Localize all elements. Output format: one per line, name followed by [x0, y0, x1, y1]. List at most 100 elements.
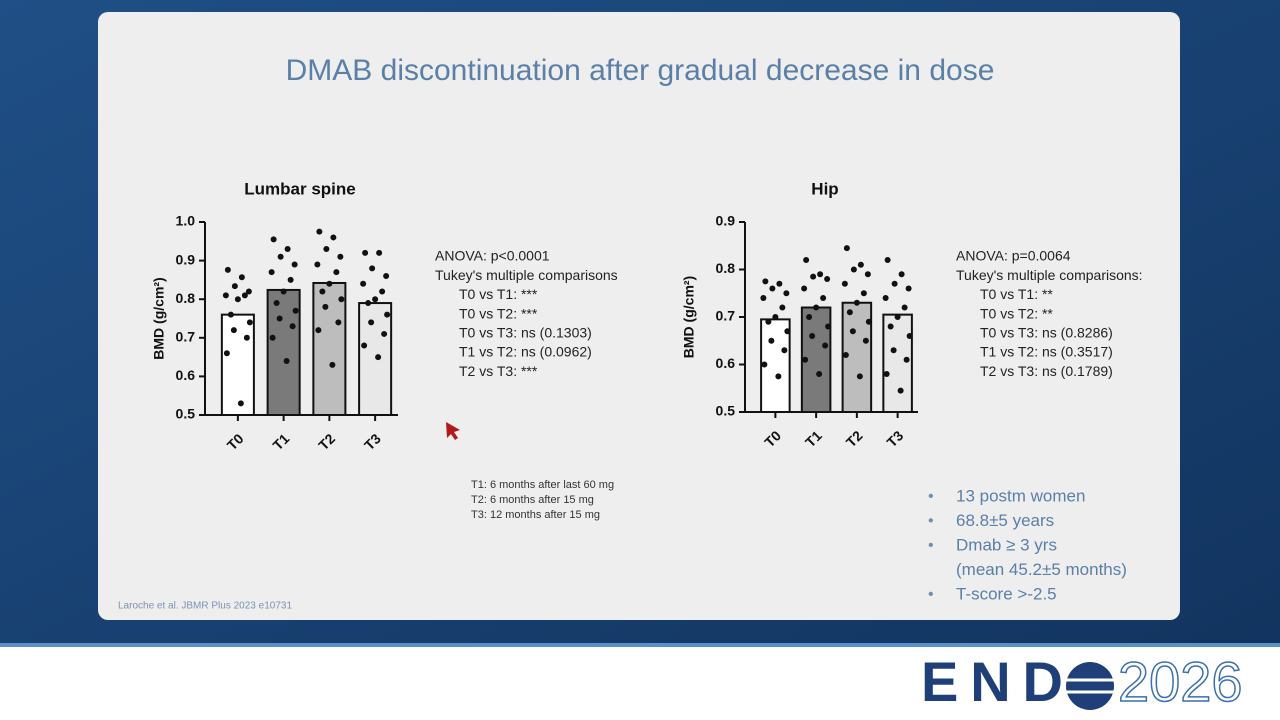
data-point: [761, 361, 768, 368]
data-point: [379, 288, 386, 295]
data-point: [381, 330, 388, 337]
data-point: [841, 280, 848, 287]
data-point: [906, 333, 913, 339]
data-point: [243, 334, 250, 341]
data-point: [803, 257, 810, 263]
slide-title: DMAB discontinuation after gradual decre…: [286, 54, 995, 87]
data-point: [223, 350, 230, 357]
data-point: [362, 249, 369, 256]
data-point: [768, 337, 775, 344]
data-point: [338, 296, 345, 303]
data-point: [230, 327, 237, 334]
data-point: [360, 280, 367, 287]
bullet-text: (mean 45.2±5 months): [956, 560, 1127, 579]
y-tick-label: 0.5: [176, 406, 196, 422]
slide-panel: [98, 12, 1180, 620]
stats-text: T2 vs T3: ***: [459, 363, 538, 379]
stats-text: T1 vs T2: ns (0.3517): [980, 344, 1113, 360]
data-point: [817, 271, 824, 278]
data-point: [856, 373, 863, 380]
data-point: [237, 400, 244, 407]
bullet-dot: •: [928, 488, 934, 505]
data-point: [862, 337, 869, 344]
y-tick-label: 0.8: [176, 290, 196, 306]
data-point: [891, 280, 898, 287]
data-point: [776, 280, 783, 287]
data-point: [283, 357, 290, 364]
bar: [220, 313, 255, 417]
cursor: [446, 422, 460, 440]
data-point: [901, 304, 908, 311]
bullet-text: T-score >-2.5: [956, 584, 1057, 603]
chart-title: Lumbar spine: [244, 179, 355, 198]
y-tick-label: 0.6: [176, 367, 196, 383]
data-point: [772, 314, 779, 320]
y-tick-label: 0.7: [716, 308, 736, 324]
data-point: [779, 304, 786, 311]
data-point: [326, 280, 333, 287]
data-point: [365, 300, 372, 307]
data-point: [890, 347, 897, 354]
data-point: [234, 296, 241, 303]
bar: [358, 302, 393, 416]
data-point: [376, 249, 383, 256]
data-point: [857, 261, 864, 268]
data-point: [864, 271, 871, 278]
data-point: [783, 290, 790, 297]
stats-text: Tukey's multiple comparisons:: [956, 267, 1143, 283]
data-point: [369, 265, 376, 272]
y-tick-label: 0.9: [176, 251, 196, 267]
footnote: T1: 6 months after last 60 mg: [471, 479, 614, 491]
data-point: [276, 315, 283, 322]
data-point: [905, 285, 912, 292]
logo-right: 2026: [1118, 650, 1243, 713]
logo-globe-lines: [1066, 678, 1114, 694]
data-point: [850, 266, 857, 273]
data-point: [842, 352, 849, 358]
stats-text: T0 vs T3: ns (0.1303): [459, 325, 592, 341]
data-point: [760, 295, 767, 301]
bar: [882, 313, 913, 413]
data-point: [289, 323, 296, 330]
data-point: [323, 246, 330, 253]
data-point: [824, 276, 831, 282]
data-point: [277, 253, 284, 260]
footnote: T2: 6 months after 15 mg: [471, 494, 594, 506]
y-tick-label: 0.9: [716, 213, 736, 229]
bullet-dot: •: [928, 586, 934, 603]
data-point: [222, 292, 229, 299]
y-axis-label: BMD (g/cm²): [681, 276, 697, 358]
data-point: [291, 261, 298, 268]
stats-text: T2 vs T3: ns (0.1789): [980, 363, 1113, 379]
data-point: [883, 371, 890, 377]
data-point: [314, 261, 321, 268]
data-point: [809, 333, 816, 339]
data-point: [784, 328, 791, 335]
data-point: [270, 236, 277, 243]
data-point: [329, 361, 336, 368]
data-point: [383, 273, 390, 280]
data-point: [292, 307, 299, 314]
data-point: [224, 266, 231, 273]
stats-text: Tukey's multiple comparisons: [435, 267, 618, 283]
data-point: [816, 371, 823, 377]
data-point: [273, 300, 280, 307]
data-point: [238, 274, 245, 281]
data-point: [335, 319, 342, 326]
stats-text: ANOVA: p<0.0001: [435, 248, 550, 264]
bullet-text: Dmab ≥ 3 yrs: [956, 535, 1057, 554]
bullet-text: 13 postm women: [956, 486, 1085, 505]
citation: Laroche et al. JBMR Plus 2023 e10731: [118, 601, 292, 612]
data-point: [887, 323, 894, 330]
data-point: [269, 334, 276, 341]
data-point: [898, 271, 905, 278]
data-point: [769, 285, 776, 292]
data-point: [806, 314, 813, 320]
data-point: [843, 245, 850, 252]
stats-text: T0 vs T3: ns (0.8286): [980, 325, 1113, 341]
logo-globe: [1066, 662, 1114, 710]
data-point: [333, 269, 340, 276]
data-point: [860, 290, 867, 297]
data-point: [315, 327, 322, 334]
